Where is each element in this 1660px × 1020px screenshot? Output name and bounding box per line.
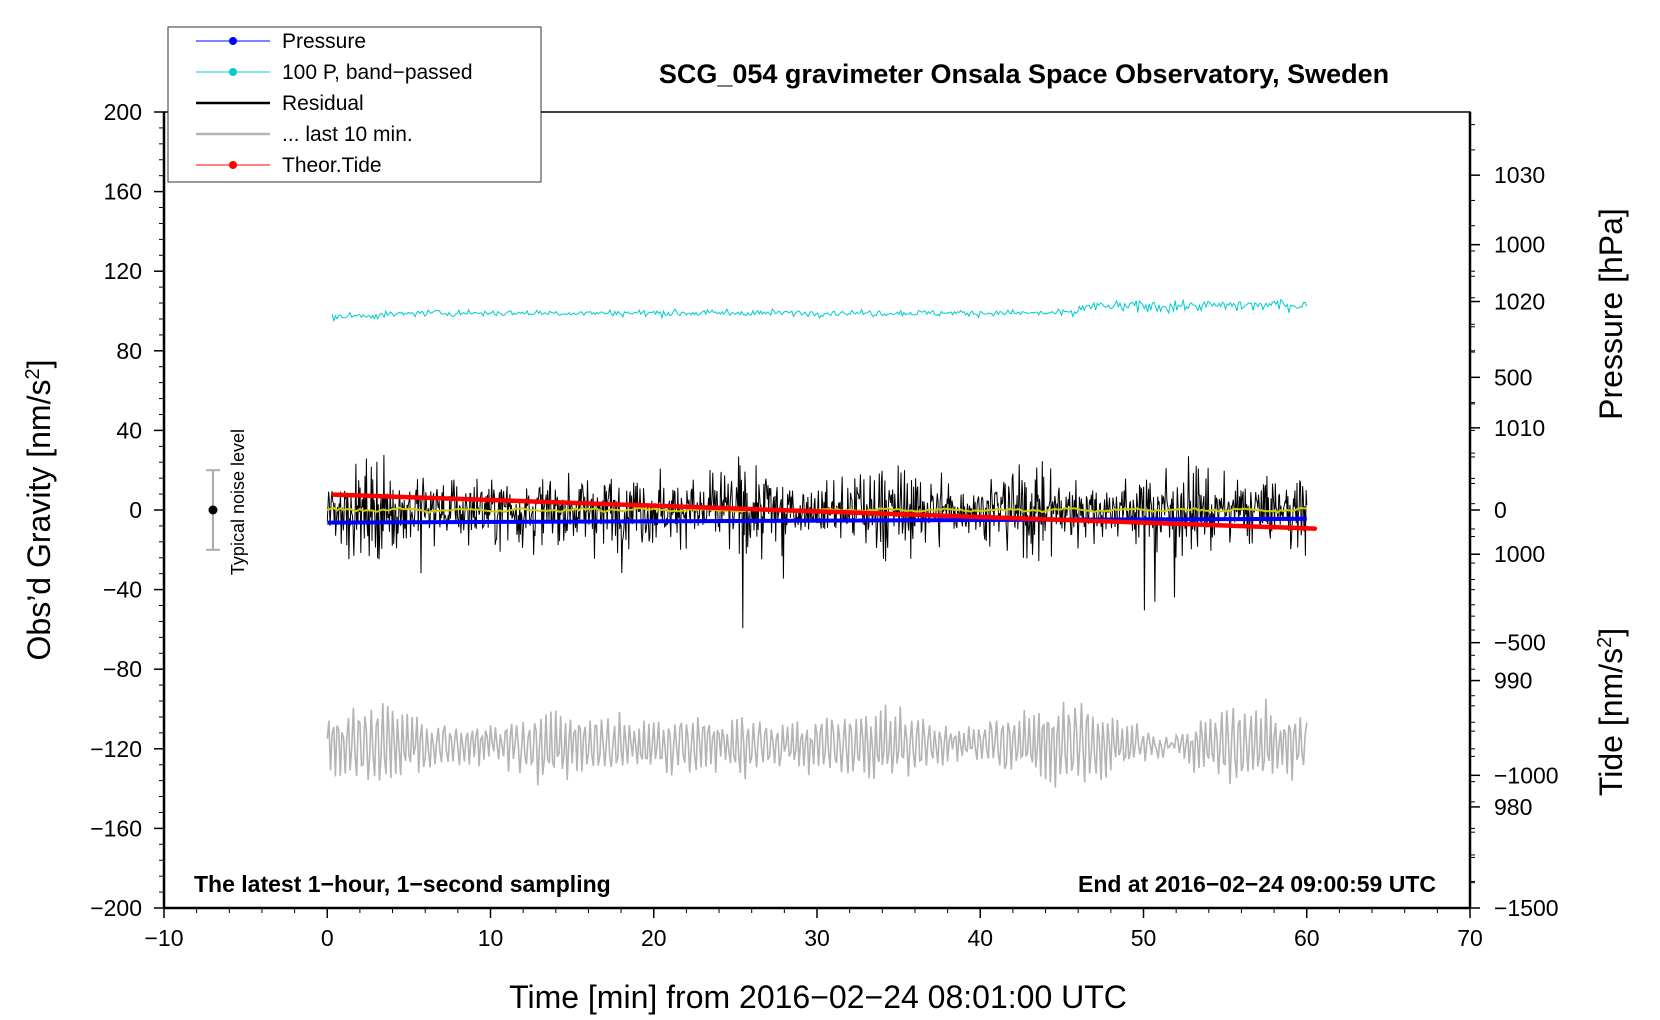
tide-tick-label: −1500 [1494, 895, 1559, 921]
x-tick-label: −10 [144, 925, 183, 951]
y-axis-tide: −1500 −1000 −500 0 500 1000 [1470, 232, 1559, 921]
y-axis-label-tide: Tide [nm/s2] [1593, 628, 1629, 796]
pressure-tick-label: 1000 [1494, 541, 1545, 567]
y-tick-label: −80 [103, 656, 142, 682]
x-axis: −10 0 10 20 30 40 50 60 70 [144, 908, 1483, 951]
tide-tick-label: 0 [1494, 497, 1507, 523]
x-tick-label: 0 [321, 925, 334, 951]
series-pressure [327, 516, 1307, 525]
y-axis-label-gravity-main: Obs’d Gravity [nm/s [21, 380, 57, 661]
tide-tick-label: −500 [1494, 630, 1546, 656]
series-last-10-min [326, 698, 1308, 788]
y-tick-label: 80 [116, 338, 142, 364]
x-tick-label: 70 [1457, 925, 1483, 951]
legend-marker [229, 68, 237, 76]
pressure-tick-label: 1030 [1494, 162, 1545, 188]
y-tick-label: 40 [116, 417, 142, 443]
noise-bar-point [208, 505, 218, 515]
tide-tick-label: 500 [1494, 364, 1532, 390]
x-tick-label: 60 [1294, 925, 1320, 951]
y-tick-label: −40 [103, 577, 142, 603]
series-pressure-band-passed [331, 298, 1308, 323]
pressure-tick-label: 1020 [1494, 289, 1545, 315]
y-axis-label-tide-sup: 2 [1594, 637, 1616, 648]
legend-label: Theor.Tide [282, 154, 382, 177]
y-axis-label-gravity-end: ] [21, 360, 57, 369]
chart-title: SCG_054 gravimeter Onsala Space Observat… [659, 59, 1389, 89]
tide-tick-label: −1000 [1494, 762, 1559, 788]
x-tick-label: 30 [804, 925, 830, 951]
y-axis-label-gravity: Obs’d Gravity [nm/s2] [21, 360, 57, 661]
y-tick-label: 200 [104, 99, 142, 125]
y-axis-label-tide-end: ] [1593, 628, 1629, 637]
y-tick-label: −120 [90, 736, 142, 762]
y-tick-label: 160 [104, 179, 142, 205]
legend: Pressure 100 P, band−passed Residual ... la… [167, 26, 542, 183]
y-axis-label-tide-main: Tide [nm/s [1593, 648, 1629, 796]
legend-label: ... last 10 min. [282, 123, 413, 146]
y-tick-label: 120 [104, 258, 142, 284]
legend-box [167, 26, 542, 183]
legend-marker [229, 37, 237, 45]
x-tick-label: 50 [1131, 925, 1157, 951]
noise-label: Typical noise level [228, 429, 248, 575]
annotation-end-time: End at 2016−02−24 09:00:59 UTC [1078, 871, 1436, 897]
noise-bar: Typical noise level [205, 429, 248, 575]
x-axis-label: Time [min] from 2016−02−24 08:01:00 UTC [509, 979, 1127, 1015]
series-theoretical-tide [331, 492, 1318, 531]
series-residual [326, 454, 1308, 629]
pressure-tick-label: 980 [1494, 794, 1532, 820]
x-tick-label: 40 [967, 925, 993, 951]
y-tick-label: −160 [90, 815, 142, 841]
y-axis-label-pressure: Pressure [hPa] [1593, 208, 1629, 420]
y-tick-label: −200 [90, 895, 142, 921]
annotation-sampling: The latest 1−hour, 1−second sampling [194, 871, 611, 897]
pressure-tick-label: 990 [1494, 668, 1532, 694]
y-axis-gravity: −200 −160 −120 −80 −40 0 40 80 120 160 200 [90, 99, 164, 921]
x-tick-label: 10 [478, 925, 504, 951]
legend-label: Pressure [282, 30, 366, 53]
y-tick-label: 0 [129, 497, 142, 523]
y-axis-pressure: 980 990 1000 1010 1020 1030 [1470, 124, 1545, 884]
pressure-tick-label: 1010 [1494, 415, 1545, 441]
x-tick-label: 20 [641, 925, 667, 951]
legend-label: 100 P, band−passed [282, 61, 473, 84]
legend-label: Residual [282, 92, 364, 115]
series-layer [326, 298, 1318, 788]
tide-tick-label: 1000 [1494, 232, 1545, 258]
legend-marker [229, 161, 237, 169]
y-axis-label-gravity-sup: 2 [22, 368, 44, 379]
